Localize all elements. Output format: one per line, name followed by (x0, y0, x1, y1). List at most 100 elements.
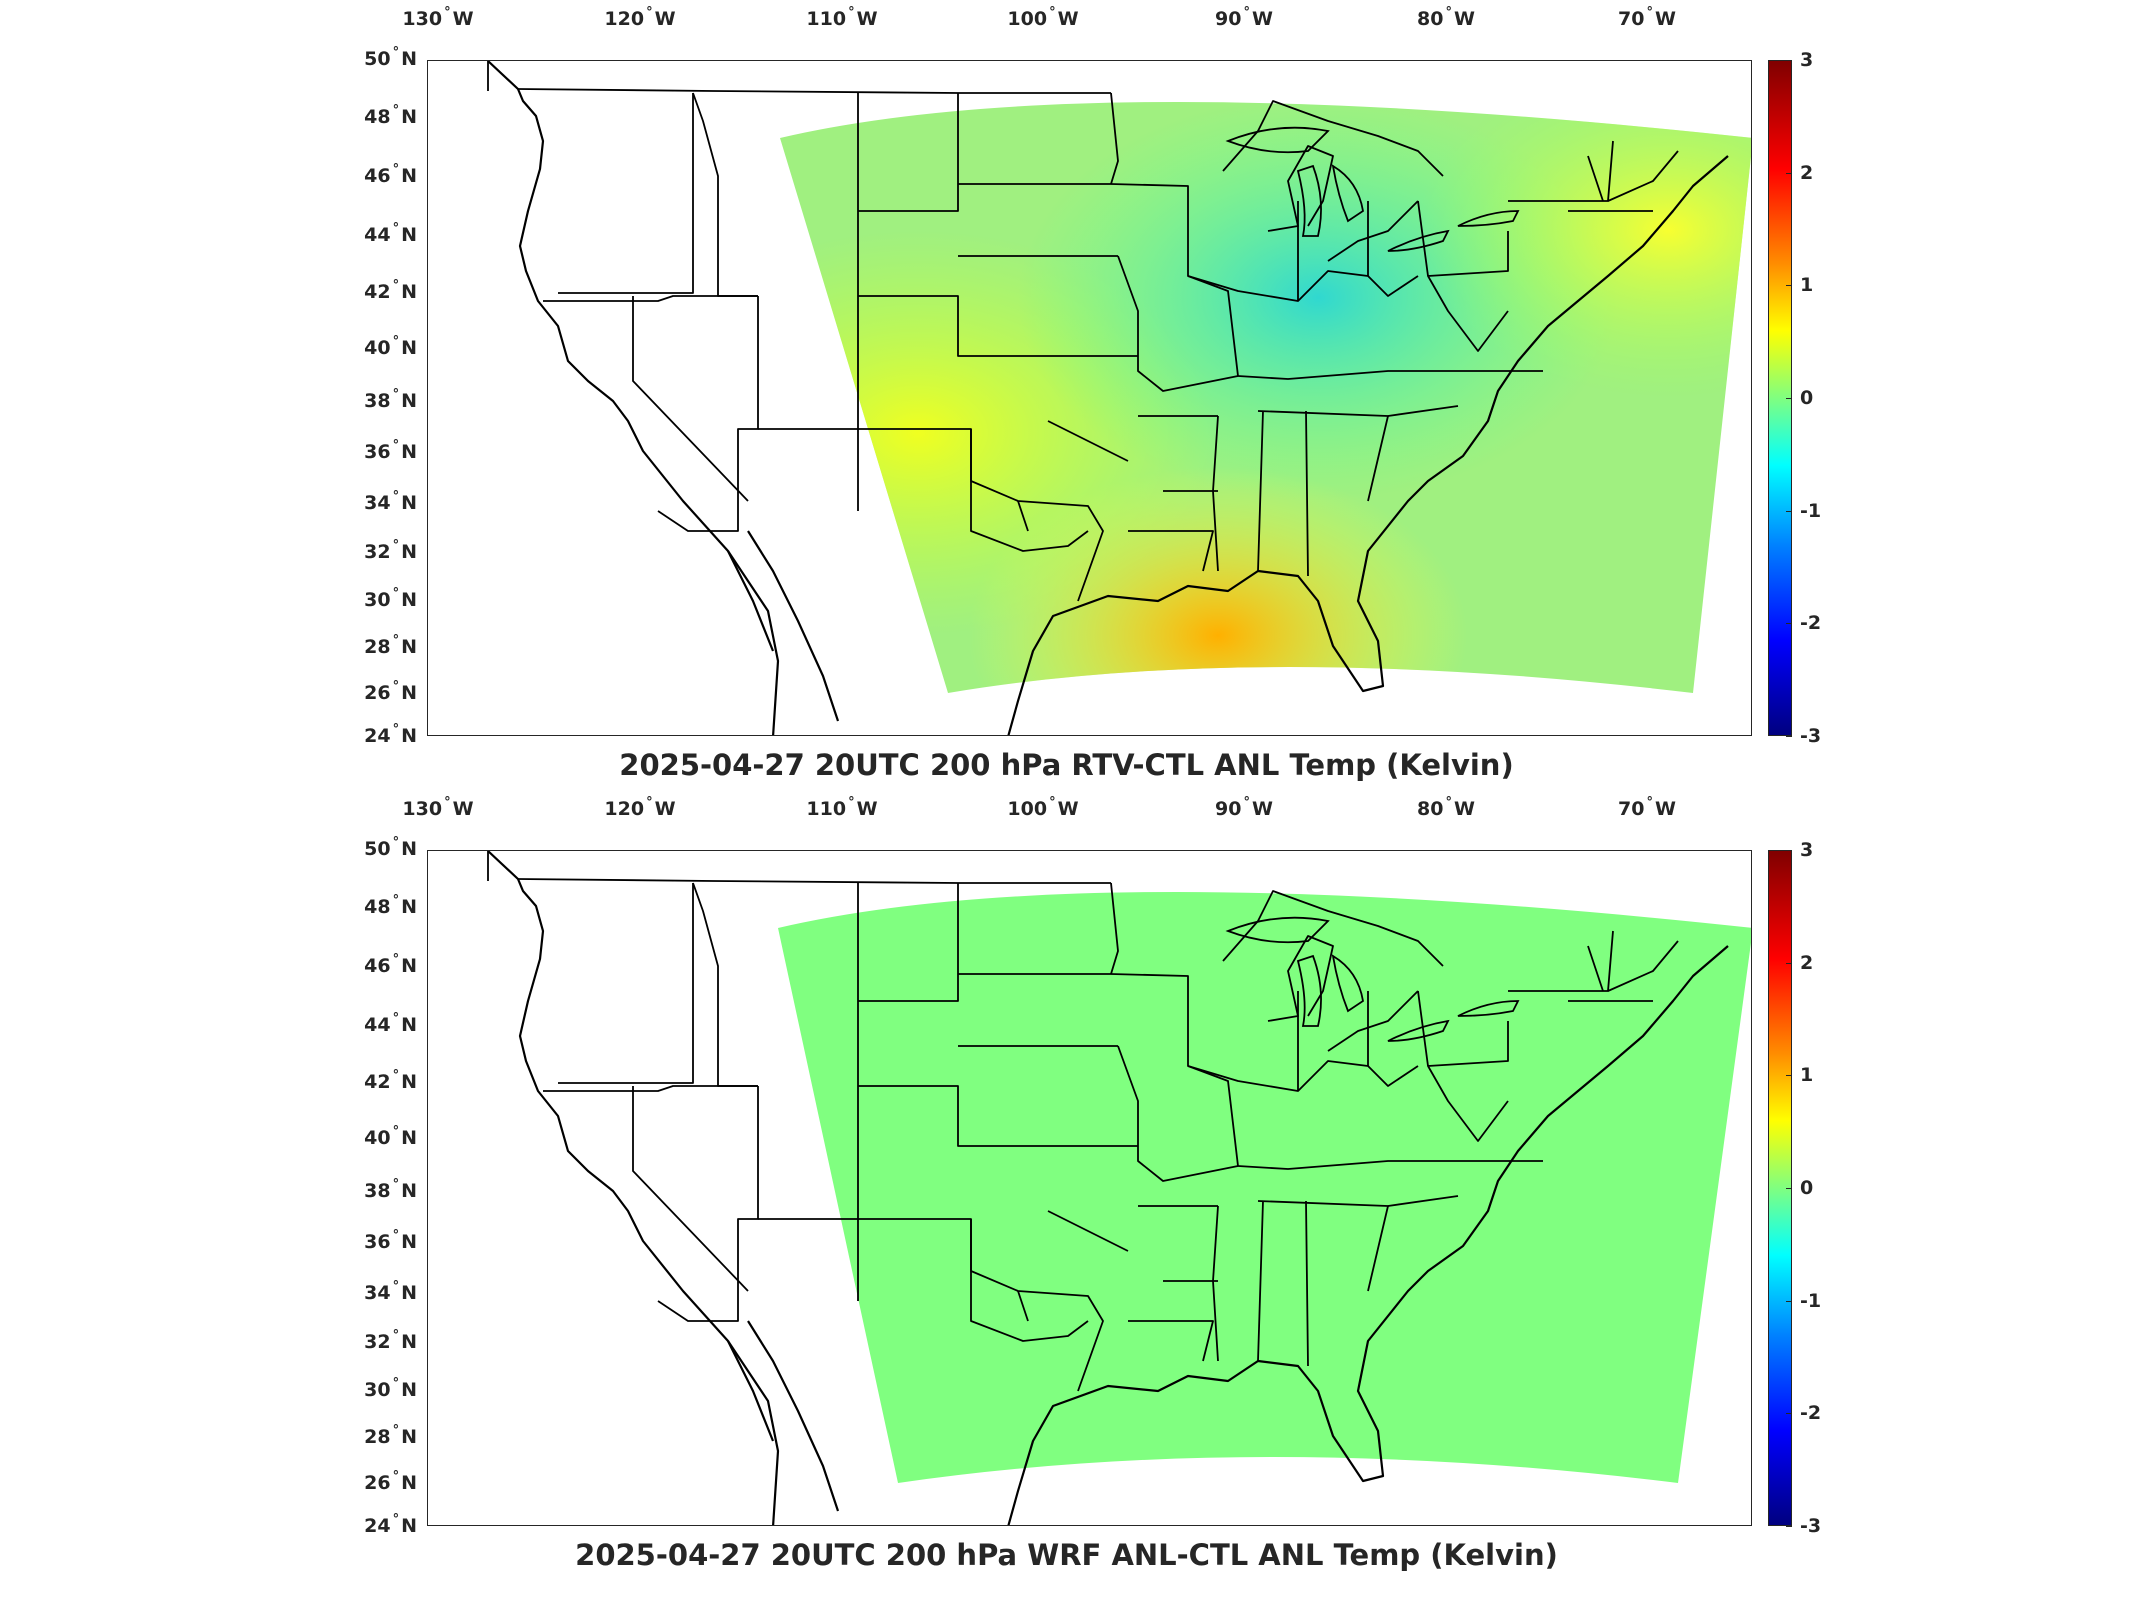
boundary-line (1257, 410, 1389, 577)
colorbar-tick-mark (1786, 1188, 1792, 1189)
boundary-line (1187, 1060, 1419, 1092)
lat-tick-label: 38 ° N (364, 387, 417, 412)
boundary-line (1257, 405, 1459, 417)
boundary-line (858, 295, 1138, 357)
state-borders (487, 851, 1729, 1525)
colorbar-tick-label: -1 (1800, 1289, 1822, 1312)
lat-tick-label: 44 ° N (364, 221, 417, 246)
lat-tick-label: 48 ° N (364, 893, 417, 918)
colorbar-tick-label: -3 (1800, 725, 1822, 747)
boundary-line (1187, 270, 1419, 302)
lat-tick-label: 50 ° N (364, 835, 417, 860)
west-coastline (487, 851, 780, 1525)
colorbar-tick-label: -2 (1800, 1402, 1822, 1425)
boundary-line (1327, 990, 1419, 1052)
lat-tick-label: 28 ° N (364, 633, 417, 658)
lon-tick-label: 110 ° W (806, 5, 878, 30)
lat-tick-label: 26 ° N (364, 679, 417, 704)
map-svg (487, 61, 1751, 735)
lat-tick-label: 34 ° N (364, 1279, 417, 1304)
boundary-line (1017, 1210, 1129, 1322)
boundary-line (1017, 420, 1129, 532)
lon-tick-label: 120 ° W (604, 5, 676, 30)
boundary-line (657, 1086, 759, 1322)
lat-tick-label: 50 ° N (364, 45, 417, 70)
boundary-line (758, 883, 873, 1301)
colorbar-tick-label: 3 (1800, 49, 1814, 71)
boundary-line (873, 1218, 1089, 1342)
boundary-line (1237, 1160, 1543, 1170)
lake-outline (1387, 1019, 1450, 1042)
map-area (427, 60, 1752, 736)
colorbar-tick-label: 0 (1800, 387, 1814, 409)
colorbar-tick-mark (1786, 60, 1792, 61)
lat-tick-label: 46 ° N (364, 952, 417, 977)
lake-outline (1331, 954, 1364, 1013)
boundary-line (970, 429, 1104, 602)
boundary-line (632, 1086, 749, 1292)
lake-outline (1296, 164, 1322, 237)
colorbar-tick-mark (1786, 1300, 1792, 1302)
boundary-line (1117, 255, 1239, 392)
colorbar-tick-label: 0 (1800, 1177, 1814, 1199)
colorbar-tick-label: 1 (1800, 274, 1814, 297)
boundary-line (1327, 200, 1419, 262)
lat-tick-label: 26 ° N (364, 1469, 417, 1494)
lat-tick-label: 42 ° N (364, 278, 417, 303)
colorbar-tick-mark (1786, 285, 1792, 287)
boundary-line (1587, 940, 1679, 992)
boundary-line (543, 295, 758, 302)
lat-tick-label: 42 ° N (364, 1068, 417, 1093)
lon-tick-label: 80 ° W (1417, 5, 1475, 30)
boundary-line (858, 93, 959, 212)
boundary-line (873, 428, 1089, 552)
boundary-line (758, 93, 873, 511)
lon-tick-label: 120 ° W (604, 795, 676, 820)
lake-outline (1457, 210, 1520, 227)
boundary-line (487, 851, 959, 884)
lon-tick-label: 70 ° W (1618, 5, 1676, 30)
east-gulf-coastline (1007, 945, 1729, 1525)
boundary-line (543, 1085, 758, 1092)
colorbar-tick-mark (1786, 1526, 1792, 1527)
boundary-line (1267, 145, 1334, 232)
boundary-line (958, 92, 1118, 257)
lat-tick-label: 30 ° N (364, 586, 417, 611)
colorbar-tick-mark (1786, 1413, 1792, 1415)
lat-tick-label: 30 ° N (364, 1376, 417, 1401)
lake-outline (1457, 1000, 1520, 1017)
lon-tick-label: 110 ° W (806, 795, 878, 820)
boundary-line (970, 1219, 1104, 1392)
lat-tick-label: 32 ° N (364, 538, 417, 563)
colorbar-tick-mark (1786, 398, 1792, 399)
lon-tick-label: 130 ° W (402, 795, 474, 820)
map-panel-wrf-ctl: 130 ° W 120 ° W 110 ° W 100 ° W 90 ° W 80 ° W 70 ° W 50 ° N 48 °… (0, 790, 2133, 1580)
boundary-line (1587, 150, 1679, 202)
boundary-line (958, 882, 1118, 1047)
boundary-line (692, 882, 758, 1087)
lat-tick-label: 34 ° N (364, 489, 417, 514)
boundary-line (1417, 200, 1509, 352)
lat-tick-label: 36 ° N (364, 1228, 417, 1253)
colorbar-tick-mark (1786, 962, 1792, 964)
state-borders (487, 61, 1729, 735)
colorbar-tick-label: 2 (1800, 161, 1814, 184)
colorbar-tick-label: 2 (1800, 951, 1814, 974)
lat-tick-label: 24 ° N (364, 1512, 417, 1537)
lon-tick-label: 130 ° W (402, 5, 474, 30)
lat-tick-label: 40 ° N (364, 1124, 417, 1149)
boundary-line (1110, 882, 1119, 975)
boundary-line (487, 61, 959, 94)
lat-tick-label: 32 ° N (364, 1328, 417, 1353)
anomaly-field (778, 892, 1751, 1483)
boundary-line (558, 93, 694, 294)
lat-tick-label: 36 ° N (364, 438, 417, 463)
colorbar-tick-mark (1786, 172, 1792, 174)
lon-tick-label: 100 ° W (1007, 5, 1079, 30)
colorbar-tick-mark (1786, 736, 1792, 737)
map-svg (487, 851, 1751, 1525)
domain-fill (778, 892, 1751, 1483)
colorbar-tick-mark (1786, 510, 1792, 512)
lat-tick-label: 46 ° N (364, 162, 417, 187)
boundary-line (1128, 1280, 1218, 1362)
